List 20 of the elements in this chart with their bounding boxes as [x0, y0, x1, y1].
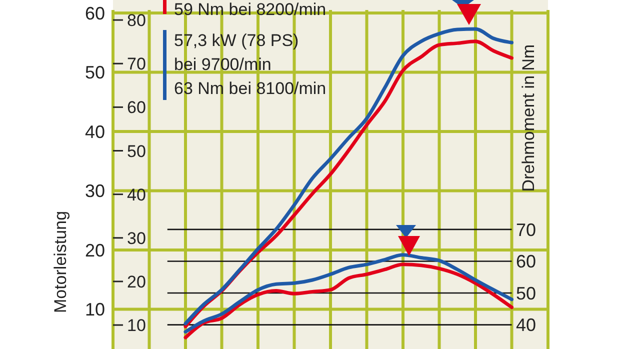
y3-tick-label: 80	[127, 11, 146, 30]
y3-tick-label: 70	[127, 54, 146, 74]
y2-tick-label: 40	[516, 315, 536, 336]
y3-tick-label: 10	[127, 316, 146, 336]
y-tick-label: 50	[84, 62, 105, 83]
y-tick-label: 20	[84, 240, 105, 260]
y-tick-label: 10	[84, 300, 105, 320]
y-axis-title: Motorleistung	[51, 210, 70, 314]
y2-axis-title: Drehmoment in Nm	[519, 44, 538, 192]
line-series	[184, 262, 514, 340]
y2-tick-label: 70	[516, 220, 536, 240]
y3-tick-label: 60	[127, 98, 146, 118]
y3-tick-label: 50	[127, 142, 146, 161]
y2-tick-label: 50	[516, 283, 536, 304]
y2-tick-label: 60	[516, 252, 536, 272]
y-tick-label: 60	[84, 3, 105, 24]
y-tick-label: 40	[84, 122, 105, 142]
y3-tick-label: 20	[127, 272, 146, 292]
y-tick-label: 30	[84, 181, 105, 202]
y3-tick-label: 30	[127, 228, 146, 248]
